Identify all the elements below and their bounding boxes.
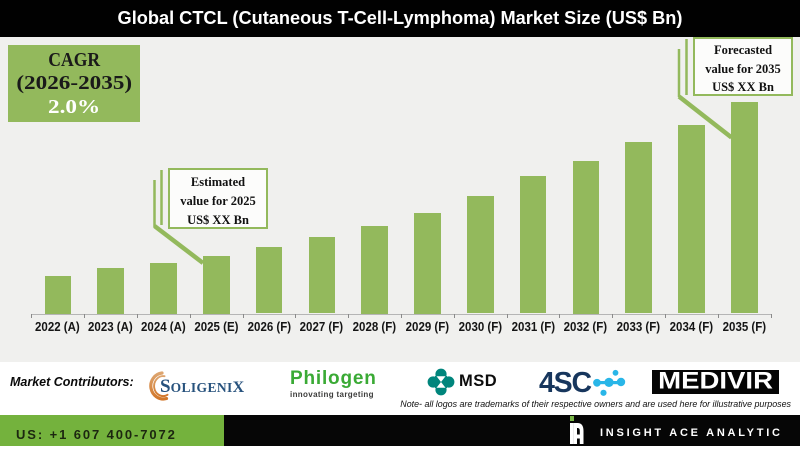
svg-text:4SC: 4SC	[539, 368, 591, 398]
